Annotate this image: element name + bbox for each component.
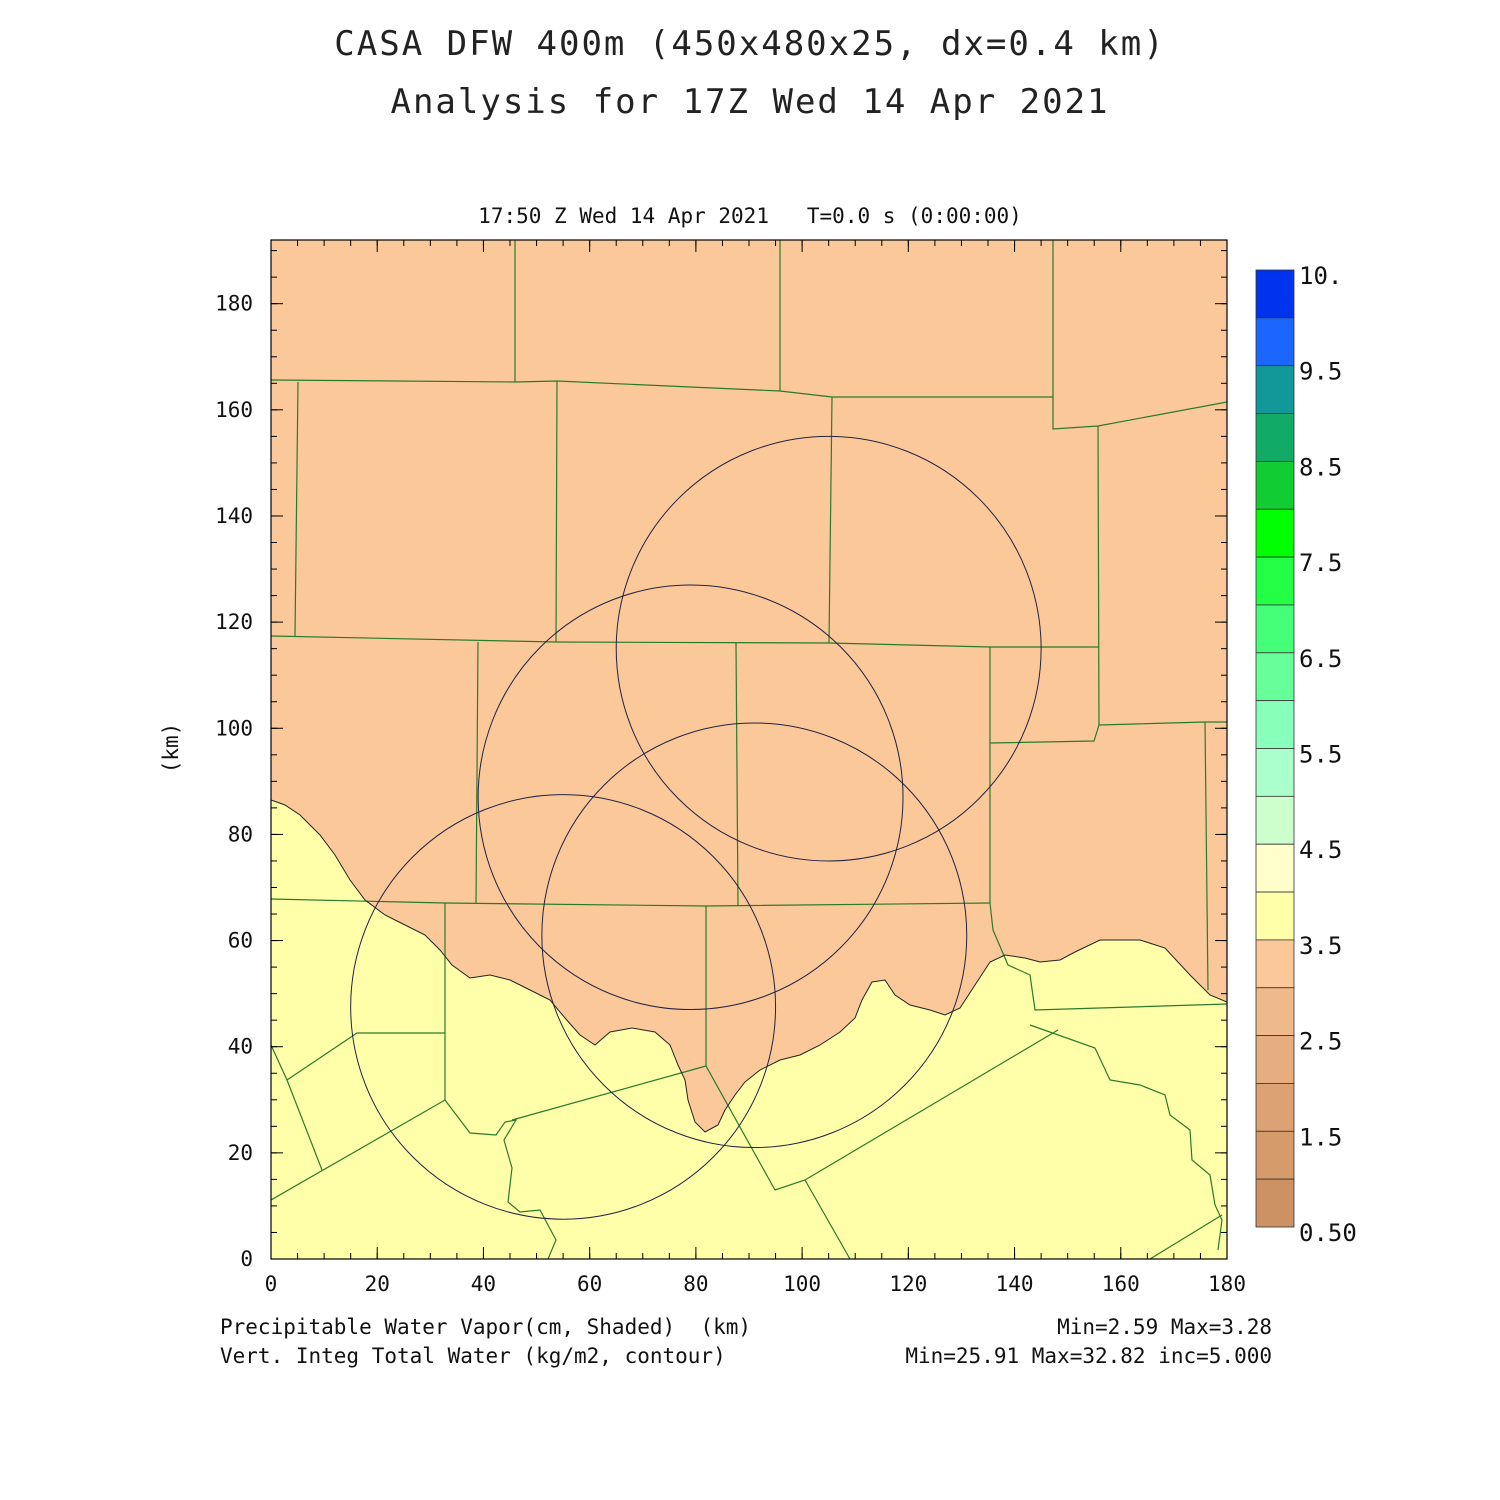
x-tick-label: 0 xyxy=(265,1272,278,1296)
colorbar: 10. 9.5 8.5 7.5 6.5 5.5 4.5 3.5 2.5 1.5 0.50 xyxy=(1255,262,1357,1247)
colorbar-swatch xyxy=(1255,604,1295,654)
y-tick-label: 0 xyxy=(240,1247,253,1271)
chart-subtitle: Analysis for 17Z Wed 14 Apr 2021 xyxy=(390,82,1110,122)
county-lines xyxy=(271,240,1227,1259)
shaded-field-label: Precipitable Water Vapor(cm, Shaded) (km… xyxy=(220,1315,751,1339)
x-tick-label: 60 xyxy=(577,1272,602,1296)
y-tick-label: 160 xyxy=(215,398,253,422)
y-tick-label: 140 xyxy=(215,504,253,528)
y-tick-label: 100 xyxy=(215,716,253,740)
colorbar-swatch xyxy=(1255,317,1295,367)
y-tick-label: 120 xyxy=(215,610,253,634)
colorbar-swatch xyxy=(1255,1083,1295,1132)
valid-time-label: 17:50 Z Wed 14 Apr 2021 T=0.0 s (0:00:00… xyxy=(478,204,1022,228)
y-tick-label: 40 xyxy=(228,1035,253,1059)
colorbar-swatch xyxy=(1255,269,1295,319)
colorbar-label: 8.5 xyxy=(1299,453,1342,481)
x-tick-label: 80 xyxy=(683,1272,708,1296)
x-tick-label: 120 xyxy=(889,1272,927,1296)
x-tick-label: 180 xyxy=(1208,1272,1246,1296)
colorbar-label: 1.5 xyxy=(1299,1123,1342,1151)
y-tick-label: 80 xyxy=(228,822,253,846)
colorbar-swatch xyxy=(1255,1130,1295,1180)
colorbar-label: 2.5 xyxy=(1299,1028,1342,1056)
pwv-boundary-line xyxy=(271,799,1227,1133)
colorbar-swatch xyxy=(1255,748,1295,797)
colorbar-label: 9.5 xyxy=(1299,358,1342,386)
y-tick-label: 60 xyxy=(228,929,253,953)
contour-line-1 xyxy=(615,435,1042,862)
contour-line-4 xyxy=(350,794,777,1220)
colorbar-label: 7.5 xyxy=(1299,549,1342,577)
colorbar-label: 5.5 xyxy=(1299,741,1342,769)
colorbar-label: 0.50 xyxy=(1299,1219,1357,1247)
contour-line-2 xyxy=(477,584,904,1011)
shaded-field-name: Precipitable Water Vapor(cm, Shaded) xyxy=(220,1315,676,1339)
colorbar-swatch xyxy=(1255,413,1295,462)
y-axis-label: (km) xyxy=(159,723,183,774)
colorbar-swatch xyxy=(1255,1178,1295,1228)
colorbar-swatch xyxy=(1255,1035,1295,1084)
colorbar-swatch xyxy=(1255,700,1295,749)
x-tick-label: 140 xyxy=(996,1272,1034,1296)
x-tick-label: 100 xyxy=(783,1272,821,1296)
colorbar-swatch xyxy=(1255,939,1295,989)
colorbar-swatch xyxy=(1255,460,1295,510)
colorbar-label: 6.5 xyxy=(1299,645,1342,673)
colorbar-label: 10. xyxy=(1299,262,1342,290)
colorbar-swatch xyxy=(1255,843,1295,893)
colorbar-swatch xyxy=(1255,365,1295,414)
contour-field-stats: Min=25.91 Max=32.82 inc=5.000 xyxy=(905,1344,1272,1368)
chart-title: CASA DFW 400m (450x480x25, dx=0.4 km) xyxy=(334,24,1166,64)
x-tick-label: 20 xyxy=(365,1272,390,1296)
colorbar-swatch xyxy=(1255,652,1295,702)
colorbar-label: 3.5 xyxy=(1299,932,1342,960)
colorbar-swatch xyxy=(1255,508,1295,558)
colorbar-swatch xyxy=(1255,891,1295,941)
contour-field-label: Vert. Integ Total Water (kg/m2, contour) xyxy=(220,1344,726,1368)
colorbar-swatch xyxy=(1255,556,1295,606)
x-axis-label: (km) xyxy=(700,1315,752,1339)
y-tick-label: 20 xyxy=(228,1141,253,1165)
shaded-field-stats: Min=2.59 Max=3.28 xyxy=(1057,1315,1272,1339)
contour-line-3 xyxy=(541,722,968,1149)
colorbar-swatch xyxy=(1255,795,1295,845)
x-tick-label: 40 xyxy=(471,1272,496,1296)
y-tick-label: 180 xyxy=(215,292,253,316)
x-tick-label: 160 xyxy=(1102,1272,1140,1296)
colorbar-label: 4.5 xyxy=(1299,836,1342,864)
contour-layer xyxy=(350,435,1042,1220)
colorbar-swatch xyxy=(1255,987,1295,1036)
